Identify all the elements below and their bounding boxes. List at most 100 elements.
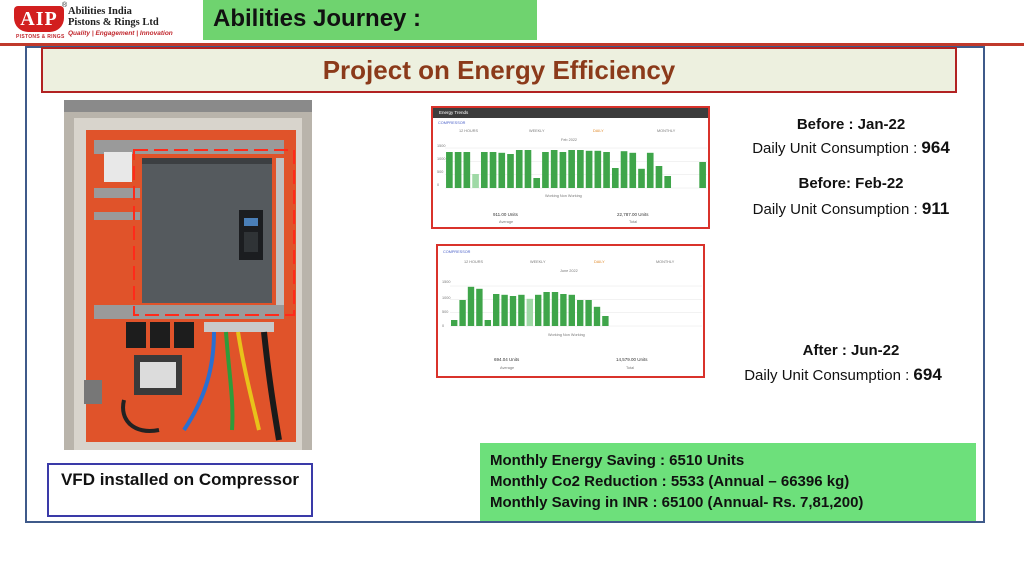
before-feb-consumption: Daily Unit Consumption : 911: [720, 199, 982, 219]
before-bar: [699, 162, 706, 188]
header-divider: [0, 43, 1024, 46]
before-ytick-1: 1000: [437, 157, 446, 161]
before-tab-12h: 12 HOURS: [459, 129, 478, 133]
after-bar: [535, 294, 542, 326]
before-bar: [524, 150, 532, 188]
company-logo: AIP ® PISTONS & RINGS Abilities India Pi…: [14, 2, 194, 40]
before-feb-label: Before: Feb-22: [798, 175, 904, 192]
after-bar: [451, 320, 458, 326]
after-jun-label: After : Jun-22: [802, 342, 900, 359]
company-name-line2: Pistons & Rings Ltd: [68, 17, 159, 28]
before-tab-daily: DAILY: [593, 129, 604, 133]
daily-consumption-label: Daily Unit Consumption :: [752, 140, 922, 157]
before-average-value: 911.00 Units: [493, 212, 518, 217]
after-bar: [577, 300, 584, 326]
before-total-label: Total: [629, 220, 638, 224]
before-bar: [550, 150, 558, 188]
before-subtitle: COMPRESSOR: [438, 121, 466, 125]
before-bar: [568, 150, 575, 188]
after-bar: [476, 288, 483, 326]
after-average-value: 694.04 Units: [494, 357, 520, 362]
before-ytick-0: 1500: [437, 144, 446, 148]
before-jan-label: Before : Jan-22: [796, 116, 906, 133]
company-tagline: Quality | Engagement | Innovation: [68, 30, 173, 37]
before-bar: [646, 152, 654, 188]
after-bar: [484, 320, 491, 326]
slide-title-bar: Project on Energy Efficiency: [41, 47, 957, 93]
before-period: Feb 2022: [561, 138, 578, 142]
after-bar: [526, 298, 533, 326]
before-bar: [446, 152, 453, 188]
after-bar: [585, 300, 592, 326]
daily-consumption-label: Daily Unit Consumption :: [752, 201, 922, 218]
vfd-caption: VFD installed on Compressor: [47, 463, 313, 517]
after-jun-value: 694: [913, 365, 942, 384]
registered-mark: ®: [62, 2, 68, 9]
before-bar: [638, 168, 645, 188]
before-ytick-2: 500: [437, 170, 444, 174]
before-average-label: Average: [499, 220, 514, 224]
after-tab-daily: DAILY: [594, 260, 605, 264]
before-bar: [594, 150, 602, 188]
after-bar: [560, 294, 567, 326]
monthly-energy-saving: Monthly Energy Saving : 6510 Units: [490, 452, 745, 469]
energy-trends-header: Energy Trends: [433, 108, 708, 118]
before-bar: [577, 150, 584, 188]
after-jun-consumption: Daily Unit Consumption : 694: [712, 365, 974, 385]
vfd-panel-illustration: [64, 100, 312, 450]
after-average-label: Average: [500, 366, 515, 370]
after-bar: [593, 306, 601, 326]
after-ytick-0: 1500: [442, 280, 451, 284]
after-bar: [543, 292, 550, 326]
before-bar-chart: [445, 147, 707, 189]
after-bar: [551, 292, 559, 326]
after-bar: [501, 294, 508, 326]
savings-summary-box: Monthly Energy Saving : 6510 Units Month…: [480, 443, 976, 521]
before-bar: [585, 150, 593, 188]
after-bar: [568, 294, 575, 326]
before-bar: [507, 154, 514, 188]
before-jan-value: 964: [921, 138, 950, 157]
logo-subtext: PISTONS & RINGS: [16, 34, 65, 40]
before-jan-consumption: Daily Unit Consumption : 964: [720, 138, 982, 158]
section-header: Abilities Journey :: [203, 0, 537, 40]
monthly-co2-reduction: Monthly Co2 Reduction : 5533 (Annual – 6…: [490, 473, 850, 490]
energy-trend-after-screenshot: COMPRESSOR 12 HOURS WEEKLY DAILY MONTHLY…: [436, 244, 705, 378]
after-bar-chart: [450, 285, 702, 327]
before-feb-value: 911: [921, 199, 950, 218]
before-tab-monthly: MONTHLY: [657, 129, 676, 133]
before-bar: [629, 152, 637, 188]
section-title: Abilities Journey :: [213, 5, 422, 32]
before-bar: [533, 178, 541, 188]
after-bar: [602, 316, 609, 326]
after-ytick-1: 1000: [442, 296, 451, 300]
company-name-line1: Abilities India: [68, 6, 132, 17]
after-bar: [493, 294, 500, 326]
before-bar: [559, 152, 567, 188]
after-subtitle: COMPRESSOR: [443, 250, 471, 254]
after-total-value: 14,579.00 Units: [616, 357, 648, 362]
before-bar: [620, 151, 628, 188]
before-bar: [472, 174, 479, 188]
monthly-saving-inr: Monthly Saving in INR : 65100 (Annual- R…: [490, 494, 864, 511]
after-bar: [459, 300, 466, 326]
after-bar: [509, 296, 517, 326]
before-bar: [454, 152, 462, 188]
before-bar: [542, 152, 549, 188]
after-legend: Working Non Working: [548, 333, 585, 337]
energy-trend-before-screenshot: Energy Trends COMPRESSOR 12 HOURS WEEKLY…: [431, 106, 710, 229]
before-bar: [611, 168, 619, 188]
before-bar: [515, 150, 523, 188]
before-bar: [480, 152, 488, 188]
before-bar: [498, 152, 506, 188]
after-ytick-2: 500: [442, 310, 449, 314]
after-tab-monthly: MONTHLY: [656, 260, 675, 264]
after-tab-12h: 12 HOURS: [464, 260, 483, 264]
before-tab-weekly: WEEKLY: [529, 129, 545, 133]
after-ytick-3: 0: [442, 324, 445, 328]
daily-consumption-label: Daily Unit Consumption :: [744, 367, 914, 384]
logo-mark: AIP: [14, 6, 64, 32]
after-tab-weekly: WEEKLY: [530, 260, 546, 264]
before-bar: [489, 152, 497, 188]
after-bar: [518, 294, 525, 326]
